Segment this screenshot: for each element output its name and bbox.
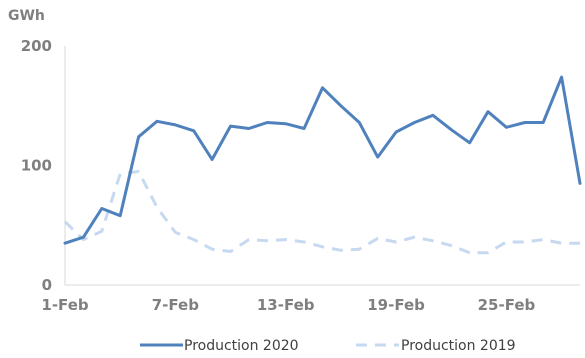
y-tick-label: 100: [21, 157, 52, 175]
x-tick-label: 7-Feb: [152, 296, 199, 314]
y-tick-label: 200: [21, 37, 52, 55]
legend-label-production-2020: Production 2020: [184, 338, 299, 354]
x-tick-label: 25-Feb: [478, 296, 536, 314]
legend-label-production-2019: Production 2019: [401, 338, 516, 354]
series-line-production-2019: [63, 170, 580, 255]
x-tick-label: 13-Feb: [257, 296, 315, 314]
series-line-production-2020: [63, 75, 582, 245]
x-tick-label: 1-Feb: [41, 296, 88, 314]
y-tick-label: 0: [42, 276, 52, 294]
x-tick-label: 19-Feb: [367, 296, 425, 314]
y-axis-unit-label: GWh: [8, 8, 45, 24]
